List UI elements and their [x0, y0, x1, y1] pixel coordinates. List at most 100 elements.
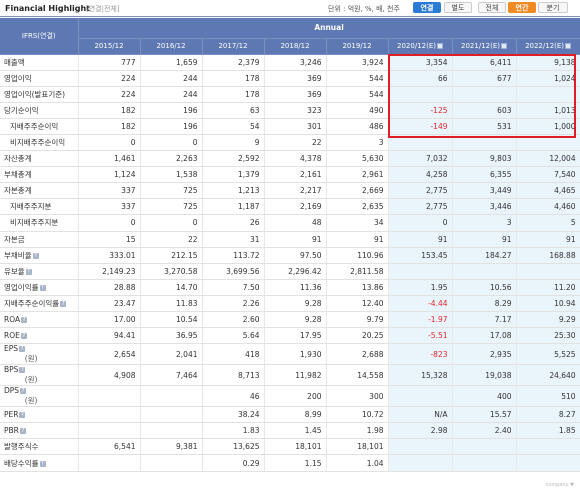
quarterly-button[interactable]: 분기	[538, 2, 568, 13]
table-cell: 4,460	[516, 198, 580, 216]
help-icon[interactable]: ?	[20, 388, 27, 395]
help-icon[interactable]: ?	[19, 346, 26, 353]
unit-won-label: (원)	[24, 375, 38, 385]
estimate-info-icon[interactable]	[500, 43, 507, 49]
table-cell: 182	[78, 102, 141, 119]
help-icon[interactable]: ?	[25, 268, 32, 275]
table-cell: 544	[326, 70, 389, 87]
table-cell: 110.96	[326, 247, 389, 264]
annual-group-header: Annual	[78, 18, 580, 39]
row-label-text: BPS	[4, 365, 19, 375]
row-label-text: 영업이익(발표기준)	[4, 89, 66, 99]
table-cell: 0	[388, 214, 453, 232]
estimate-info-icon[interactable]	[436, 43, 443, 49]
table-cell: 196	[140, 102, 203, 119]
table-cell: 91	[326, 231, 389, 248]
row-label: 발행주식수	[0, 438, 79, 456]
table-cell: 11,982	[264, 364, 327, 387]
row-label-text: 영업이익	[4, 73, 32, 83]
table-cell: 6,411	[452, 54, 517, 71]
help-icon[interactable]: ?	[60, 300, 67, 307]
table-cell: 91	[388, 231, 453, 248]
table-cell: 544	[326, 86, 389, 103]
table-cell: 0	[78, 214, 141, 232]
consolidated-button[interactable]: 연결	[413, 2, 441, 13]
table-cell: 7,540	[516, 166, 580, 184]
row-label: 영업이익(발표기준)	[0, 86, 79, 103]
table-cell: 323	[264, 102, 327, 119]
row-label-text: 자산총계	[4, 154, 32, 164]
table-row: 영업이익(발표기준) 224 244 178 369 544	[0, 86, 580, 103]
table-cell	[516, 263, 580, 280]
table-cell	[452, 263, 517, 280]
table-cell: 91	[452, 231, 517, 248]
table-row: 비지배주주순이익 0 0 9 22 3	[0, 134, 580, 152]
help-icon[interactable]: ?	[32, 252, 39, 259]
separate-button[interactable]: 별도	[444, 2, 472, 13]
table-cell: 490	[326, 102, 389, 119]
table-cell: 7.50	[202, 279, 265, 296]
table-cell: 2,217	[264, 182, 327, 200]
table-cell: 3,446	[452, 198, 517, 216]
table-cell: 0.29	[202, 454, 265, 472]
row-label-text: PBR	[4, 426, 19, 436]
row-label-text: 자본금	[4, 234, 25, 244]
year-header: 2019/12	[326, 38, 389, 55]
table-cell: 603	[452, 102, 517, 119]
table-cell: 510	[516, 385, 580, 408]
unit-won-label: (원)	[24, 396, 38, 406]
table-cell: 418	[202, 343, 265, 366]
table-cell: 15.57	[452, 406, 517, 424]
estimate-info-icon[interactable]	[565, 43, 572, 49]
table-cell: -149	[388, 118, 453, 135]
row-label: 유보율?	[0, 263, 79, 280]
table-cell: 2.60	[202, 311, 265, 329]
table-cell: 1,013	[516, 102, 580, 119]
help-icon[interactable]: ?	[19, 367, 26, 374]
table-row: DPS? (원) 46 200 300 400 510	[0, 385, 580, 408]
row-label: 배당수익률?	[0, 454, 79, 472]
table-cell: 196	[140, 118, 203, 135]
row-label-text: ROE	[4, 331, 20, 341]
help-icon[interactable]: ?	[39, 284, 46, 291]
table-row: 배당수익률? 0.29 1.15 1.04	[0, 454, 580, 472]
year-header-label: 2016/12	[156, 42, 186, 50]
table-cell: 19,038	[452, 364, 517, 387]
annual-button[interactable]: 연간	[508, 2, 536, 13]
row-label: 영업이익률?	[0, 279, 79, 296]
table-cell: 22	[140, 231, 203, 248]
table-cell	[452, 86, 517, 103]
table-cell: 3,449	[452, 182, 517, 200]
table-cell: 11.83	[140, 295, 203, 313]
help-icon[interactable]: ?	[19, 412, 26, 419]
row-label: 비지배주주지분	[0, 214, 79, 232]
help-icon[interactable]: ?	[39, 460, 46, 467]
help-icon[interactable]: ?	[21, 317, 28, 324]
row-label: 자본총계	[0, 182, 79, 200]
table-cell	[140, 422, 203, 440]
all-button[interactable]: 전체	[478, 2, 506, 13]
table-row: PER? 38.24 8.99 10.72 N/A 15.57 8.27	[0, 406, 580, 424]
table-cell: 66	[388, 70, 453, 87]
table-cell: 3,246	[264, 54, 327, 71]
table-cell: 0	[140, 214, 203, 232]
help-icon[interactable]: ?	[20, 333, 27, 340]
row-label: 당기순이익	[0, 102, 79, 119]
table-row: 발행주식수 6,541 9,381 13,625 18,101 18,101	[0, 438, 580, 456]
table-cell: 212.15	[140, 247, 203, 264]
table-row: 유보율? 2,149.23 3,270.58 3,699.56 2,296.42 2,81…	[0, 263, 580, 280]
table-row: ROA? 17.00 10.54 2.60 9.28 9.79 -1.97 7.17 9.29	[0, 311, 580, 329]
table-cell: 8.27	[516, 406, 580, 424]
table-cell: 7.17	[452, 311, 517, 329]
help-icon[interactable]: ?	[19, 428, 26, 435]
table-row: 매출액 777 1,659 2,379 3,246 3,924 3,354 6,411 9,13…	[0, 54, 580, 71]
table-cell: 1,461	[78, 150, 141, 168]
table-cell: 2.26	[202, 295, 265, 313]
panel-header: Financial Highlight [연결|전체] 단위 : 억원, %, …	[0, 0, 580, 16]
unit-label: 단위 : 억원, %, 배, 천주	[328, 5, 400, 13]
table-cell: 1.83	[202, 422, 265, 440]
table-cell: 6,541	[78, 438, 141, 456]
table-cell: 9.28	[264, 295, 327, 313]
year-header: 2015/12	[78, 38, 141, 55]
table-cell: 26	[202, 214, 265, 232]
